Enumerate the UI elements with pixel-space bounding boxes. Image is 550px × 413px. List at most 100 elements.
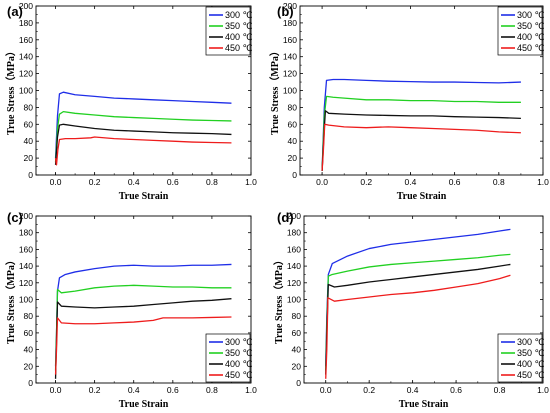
series-line xyxy=(54,284,232,371)
x-tick-label: 0.6 xyxy=(167,177,179,187)
y-tick-label: 200 xyxy=(283,1,297,11)
legend-label: 300 ℃ xyxy=(225,337,253,347)
series-line xyxy=(325,253,511,371)
y-tick-label: 40 xyxy=(24,345,34,355)
y-tick-label: 140 xyxy=(19,52,33,62)
legend-label: 350 ℃ xyxy=(225,21,253,31)
y-tick-label: 80 xyxy=(24,102,34,112)
y-tick-label: 0 xyxy=(292,170,297,180)
y-tick-label: 100 xyxy=(19,86,33,96)
y-tick-label: 100 xyxy=(283,86,297,96)
panel-label: (c) xyxy=(7,210,23,225)
series-line xyxy=(54,123,232,165)
y-tick-label: 160 xyxy=(283,35,297,45)
chart-panel: 0 20 40 60 80 100 120 140 160 180 200 0.0 0.2 0.4 0.6 0… xyxy=(272,210,549,410)
x-tick-label: 0.6 xyxy=(167,385,179,395)
legend-label: 350 ℃ xyxy=(225,348,253,358)
y-tick-label: 120 xyxy=(283,69,297,79)
y-tick-label: 200 xyxy=(287,211,301,221)
series-line xyxy=(54,136,232,166)
x-tick-label: 0.2 xyxy=(89,385,101,395)
y-tick-label: 100 xyxy=(19,295,33,305)
x-tick-label: 0.8 xyxy=(206,177,218,187)
x-tick-label: 0.4 xyxy=(407,385,419,395)
chart-panel: 0 20 40 60 80 100 120 140 160 180 200 0.0 0.2 0.4 0.6 0… xyxy=(4,1,257,202)
y-axis-title: True Stress（MPa） xyxy=(268,46,281,135)
legend-label: 450 ℃ xyxy=(517,370,545,380)
series-line xyxy=(54,263,232,367)
legend-label: 300 ℃ xyxy=(225,10,253,20)
y-tick-label: 200 xyxy=(19,211,33,221)
series-line xyxy=(54,298,232,379)
x-tick-label: 0.8 xyxy=(493,177,505,187)
x-tick-label: 0.0 xyxy=(50,385,62,395)
chart-panel: 0 20 40 60 80 100 120 140 160 180 200 0.0 0.2 0.4 0.6 0… xyxy=(4,210,257,410)
x-tick-label: 0.2 xyxy=(89,177,101,187)
y-tick-label: 40 xyxy=(292,345,302,355)
x-tick-label: 0.6 xyxy=(449,177,461,187)
y-tick-label: 20 xyxy=(288,153,298,163)
y-tick-label: 100 xyxy=(287,295,301,305)
series-line xyxy=(321,110,521,171)
series-line xyxy=(325,228,511,367)
y-tick-label: 120 xyxy=(19,278,33,288)
x-tick-label: 0.8 xyxy=(494,385,506,395)
y-tick-label: 0 xyxy=(296,378,301,388)
y-tick-label: 80 xyxy=(24,311,34,321)
y-tick-label: 60 xyxy=(292,328,302,338)
series-line xyxy=(321,78,521,171)
legend-label: 450 ℃ xyxy=(225,370,253,380)
y-tick-label: 20 xyxy=(292,361,302,371)
series-line xyxy=(54,91,232,159)
y-tick-label: 160 xyxy=(19,244,33,254)
y-tick-label: 160 xyxy=(19,35,33,45)
legend-label: 350 ℃ xyxy=(517,21,545,31)
legend-label: 300 ℃ xyxy=(517,337,545,347)
y-tick-label: 200 xyxy=(19,1,33,11)
x-tick-label: 0.4 xyxy=(128,385,140,395)
series-line xyxy=(54,316,232,375)
x-tick-label: 0.2 xyxy=(363,385,375,395)
y-axis-title: True Stress（MPa） xyxy=(4,46,17,135)
y-tick-label: 0 xyxy=(28,378,33,388)
y-tick-label: 180 xyxy=(19,228,33,238)
y-tick-label: 160 xyxy=(287,244,301,254)
y-axis-title: True Stress（MPa） xyxy=(4,255,17,344)
y-tick-label: 60 xyxy=(24,119,34,129)
y-tick-label: 120 xyxy=(19,69,33,79)
chart-panel: 0 20 40 60 80 100 120 140 160 180 200 0.0 0.2 0.4 0.6 0… xyxy=(268,1,549,202)
legend-label: 300 ℃ xyxy=(517,10,545,20)
x-axis-title: True Strain xyxy=(119,191,169,202)
x-tick-label: 1.0 xyxy=(537,177,549,187)
series-line xyxy=(321,123,521,171)
legend-label: 400 ℃ xyxy=(225,32,253,42)
y-tick-label: 140 xyxy=(283,52,297,62)
x-axis-title: True Strain xyxy=(397,191,447,202)
y-tick-label: 0 xyxy=(28,170,33,180)
x-tick-label: 0.4 xyxy=(128,177,140,187)
x-tick-label: 0.0 xyxy=(320,385,332,395)
y-tick-label: 80 xyxy=(292,311,302,321)
y-tick-label: 140 xyxy=(19,261,33,271)
x-tick-label: 0.0 xyxy=(50,177,62,187)
y-tick-label: 140 xyxy=(287,261,301,271)
x-axis-title: True Strain xyxy=(119,399,169,410)
x-tick-label: 1.0 xyxy=(245,385,257,395)
series-line xyxy=(321,95,521,171)
legend-label: 350 ℃ xyxy=(517,348,545,358)
x-axis-title: True Strain xyxy=(399,399,449,410)
series-line xyxy=(325,274,511,379)
x-tick-label: 0.8 xyxy=(206,385,218,395)
y-tick-label: 180 xyxy=(287,228,301,238)
legend-label: 400 ℃ xyxy=(517,359,545,369)
y-axis-title: True Stress（MPa） xyxy=(272,255,285,344)
x-tick-label: 1.0 xyxy=(537,385,549,395)
legend-label: 400 ℃ xyxy=(517,32,545,42)
y-tick-label: 80 xyxy=(288,102,298,112)
y-tick-label: 60 xyxy=(288,119,298,129)
y-tick-label: 40 xyxy=(288,136,298,146)
y-tick-label: 20 xyxy=(24,361,34,371)
y-tick-label: 180 xyxy=(19,18,33,28)
x-tick-label: 0.4 xyxy=(405,177,417,187)
